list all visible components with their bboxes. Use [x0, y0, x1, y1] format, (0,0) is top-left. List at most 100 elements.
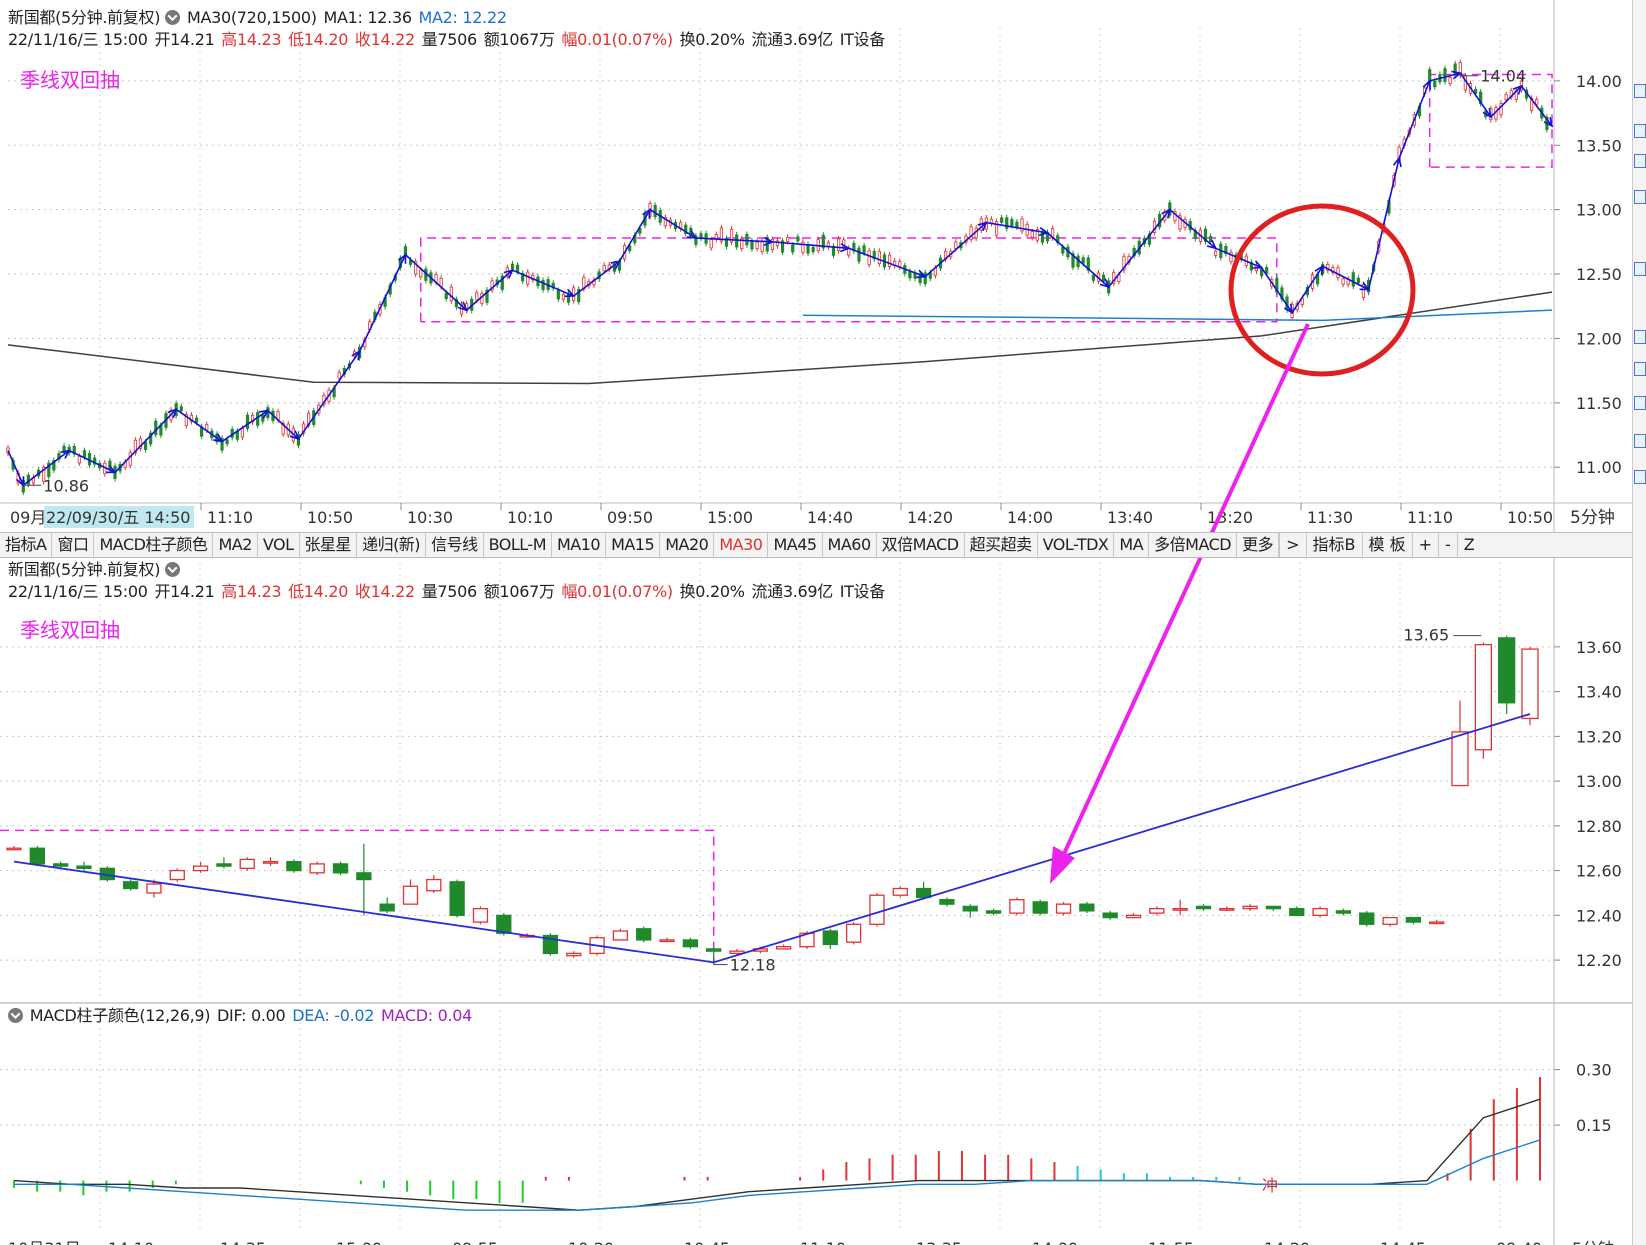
- tab-1[interactable]: 窗口: [52, 533, 95, 557]
- tab-6[interactable]: 递归(新): [357, 533, 427, 557]
- tab-18[interactable]: MA: [1114, 533, 1150, 557]
- toolbar-icon[interactable]: [1634, 434, 1646, 448]
- top-y-tick-label: 11.50: [1576, 394, 1622, 413]
- zigzag-arrowhead: [457, 301, 469, 312]
- tab-14[interactable]: MA60: [823, 533, 877, 557]
- top-header-line2: 22/11/16/三 15:00 开14.21 高14.23 低14.20 收1…: [8, 30, 887, 50]
- macd-y-tick-label: 0.15: [1576, 1116, 1612, 1135]
- tab-15[interactable]: 双倍MACD: [877, 533, 965, 557]
- zoom-in-button[interactable]: +: [1411, 533, 1438, 557]
- tab-19[interactable]: 多倍MACD: [1149, 533, 1238, 557]
- mid-candle: [1195, 905, 1212, 910]
- top-candle: [337, 372, 341, 379]
- macd-time-label: 10月31日: [8, 1239, 81, 1245]
- macd-time-label: 14:45: [1380, 1239, 1426, 1245]
- top-candle: [154, 420, 158, 436]
- top-candle: [653, 204, 657, 218]
- top-time-label: 10:50: [307, 508, 353, 527]
- zigzag-arrowhead: [397, 253, 407, 264]
- top-candle: [954, 241, 958, 250]
- tab-3[interactable]: MA2: [213, 533, 258, 557]
- amount-label: 额1067万: [483, 30, 555, 49]
- top-candle: [775, 240, 780, 247]
- top-candle: [1504, 94, 1508, 101]
- tab-0[interactable]: 指标A: [0, 533, 53, 557]
- zigzag-arrowhead: [1099, 278, 1111, 289]
- top-candle: [796, 236, 800, 242]
- tab-5[interactable]: 张星星: [300, 533, 358, 557]
- mid-candle: [332, 863, 349, 874]
- mid-candle: [1009, 899, 1025, 914]
- tab-4[interactable]: VOL: [258, 533, 300, 557]
- top-candle: [566, 293, 571, 303]
- dropdown-icon[interactable]: [165, 10, 181, 25]
- mid-change-label: 幅0.01(0.07%): [561, 582, 673, 601]
- top-time-label: 11:30: [1307, 508, 1353, 527]
- mid-candle: [1172, 907, 1188, 911]
- zigzag-arrowhead: [1359, 281, 1371, 291]
- top-candle: [801, 241, 805, 253]
- top-candle: [485, 289, 489, 303]
- toolbar-icon[interactable]: [1634, 154, 1646, 168]
- toolbar-icon[interactable]: [1634, 190, 1646, 204]
- macd-dropdown-icon[interactable]: [8, 1008, 23, 1023]
- mid-candle: [822, 930, 838, 946]
- top-candle: [1178, 215, 1182, 230]
- z-button[interactable]: Z: [1456, 533, 1481, 557]
- zigzag-arrowhead: [1283, 303, 1294, 315]
- top-candle: [1122, 255, 1126, 271]
- toolbar-icon[interactable]: [1634, 470, 1646, 484]
- toolbar-icon[interactable]: [1634, 262, 1646, 276]
- ma1-label: MA1: 12.36: [323, 8, 413, 27]
- zigzag-arrowhead: [686, 230, 698, 239]
- top-time-label: 15:00: [707, 508, 753, 527]
- top-candle: [1000, 217, 1004, 223]
- macd-value: MACD: 0.04: [381, 1006, 473, 1025]
- top-candle: [729, 228, 734, 243]
- top-candle: [72, 445, 76, 455]
- mid-candle: [1335, 910, 1352, 914]
- toolbar-icon[interactable]: [1634, 124, 1646, 138]
- zigzag-arrowhead: [1252, 260, 1264, 269]
- mid-candle: [1429, 921, 1445, 925]
- top-candle: [475, 292, 479, 301]
- top-candle: [1081, 257, 1085, 264]
- mid-dropdown-icon[interactable]: [165, 562, 181, 577]
- mid-header-line2: 22/11/16/三 15:00 开14.21 高14.23 低14.20 收1…: [8, 582, 887, 602]
- tab-2[interactable]: MACD柱子颜色: [94, 533, 214, 557]
- template-button[interactable]: 模 板: [1361, 533, 1412, 557]
- top-time-label: 09:50: [607, 508, 653, 527]
- toolbar-icon[interactable]: [1634, 330, 1646, 344]
- mid-open-label: 开14.21: [154, 582, 215, 601]
- mid-candle: [216, 863, 232, 867]
- toolbar-icon[interactable]: [1634, 362, 1646, 376]
- top-candle: [1010, 219, 1014, 226]
- stock-name: 新国都(5分钟.前复权): [8, 8, 161, 27]
- tab-17[interactable]: VOL-TDX: [1038, 533, 1115, 557]
- tab-8[interactable]: BOLL-M: [484, 533, 552, 557]
- toolbar-icon[interactable]: [1634, 84, 1646, 98]
- mid-float-label: 流通3.69亿: [751, 582, 833, 601]
- tab-7[interactable]: 信号线: [426, 533, 484, 557]
- top-candle: [694, 235, 698, 245]
- mid-candle: [659, 939, 675, 943]
- top-candle: [1229, 251, 1233, 263]
- tab-12[interactable]: MA30: [714, 533, 769, 557]
- mid-candle: [1474, 643, 1493, 751]
- tab-16[interactable]: 超买超卖: [965, 533, 1038, 557]
- mid-candle: [1289, 907, 1305, 917]
- tab-10[interactable]: MA15: [606, 533, 661, 557]
- top-annotation-label: 14.04: [1480, 67, 1526, 86]
- zoom-out-button[interactable]: -: [1438, 533, 1457, 557]
- indicator-b-tab[interactable]: 指标B: [1305, 533, 1362, 557]
- top-candle: [225, 439, 229, 445]
- mid-candle: [1125, 914, 1142, 919]
- tab-9[interactable]: MA10: [552, 533, 607, 557]
- top-time-label: 09月: [10, 508, 46, 527]
- more-arrow-button[interactable]: >: [1279, 533, 1305, 557]
- tab-20[interactable]: 更多: [1237, 533, 1280, 557]
- toolbar-icon[interactable]: [1634, 396, 1646, 410]
- tab-13[interactable]: MA45: [768, 533, 823, 557]
- tab-11[interactable]: MA20: [660, 533, 715, 557]
